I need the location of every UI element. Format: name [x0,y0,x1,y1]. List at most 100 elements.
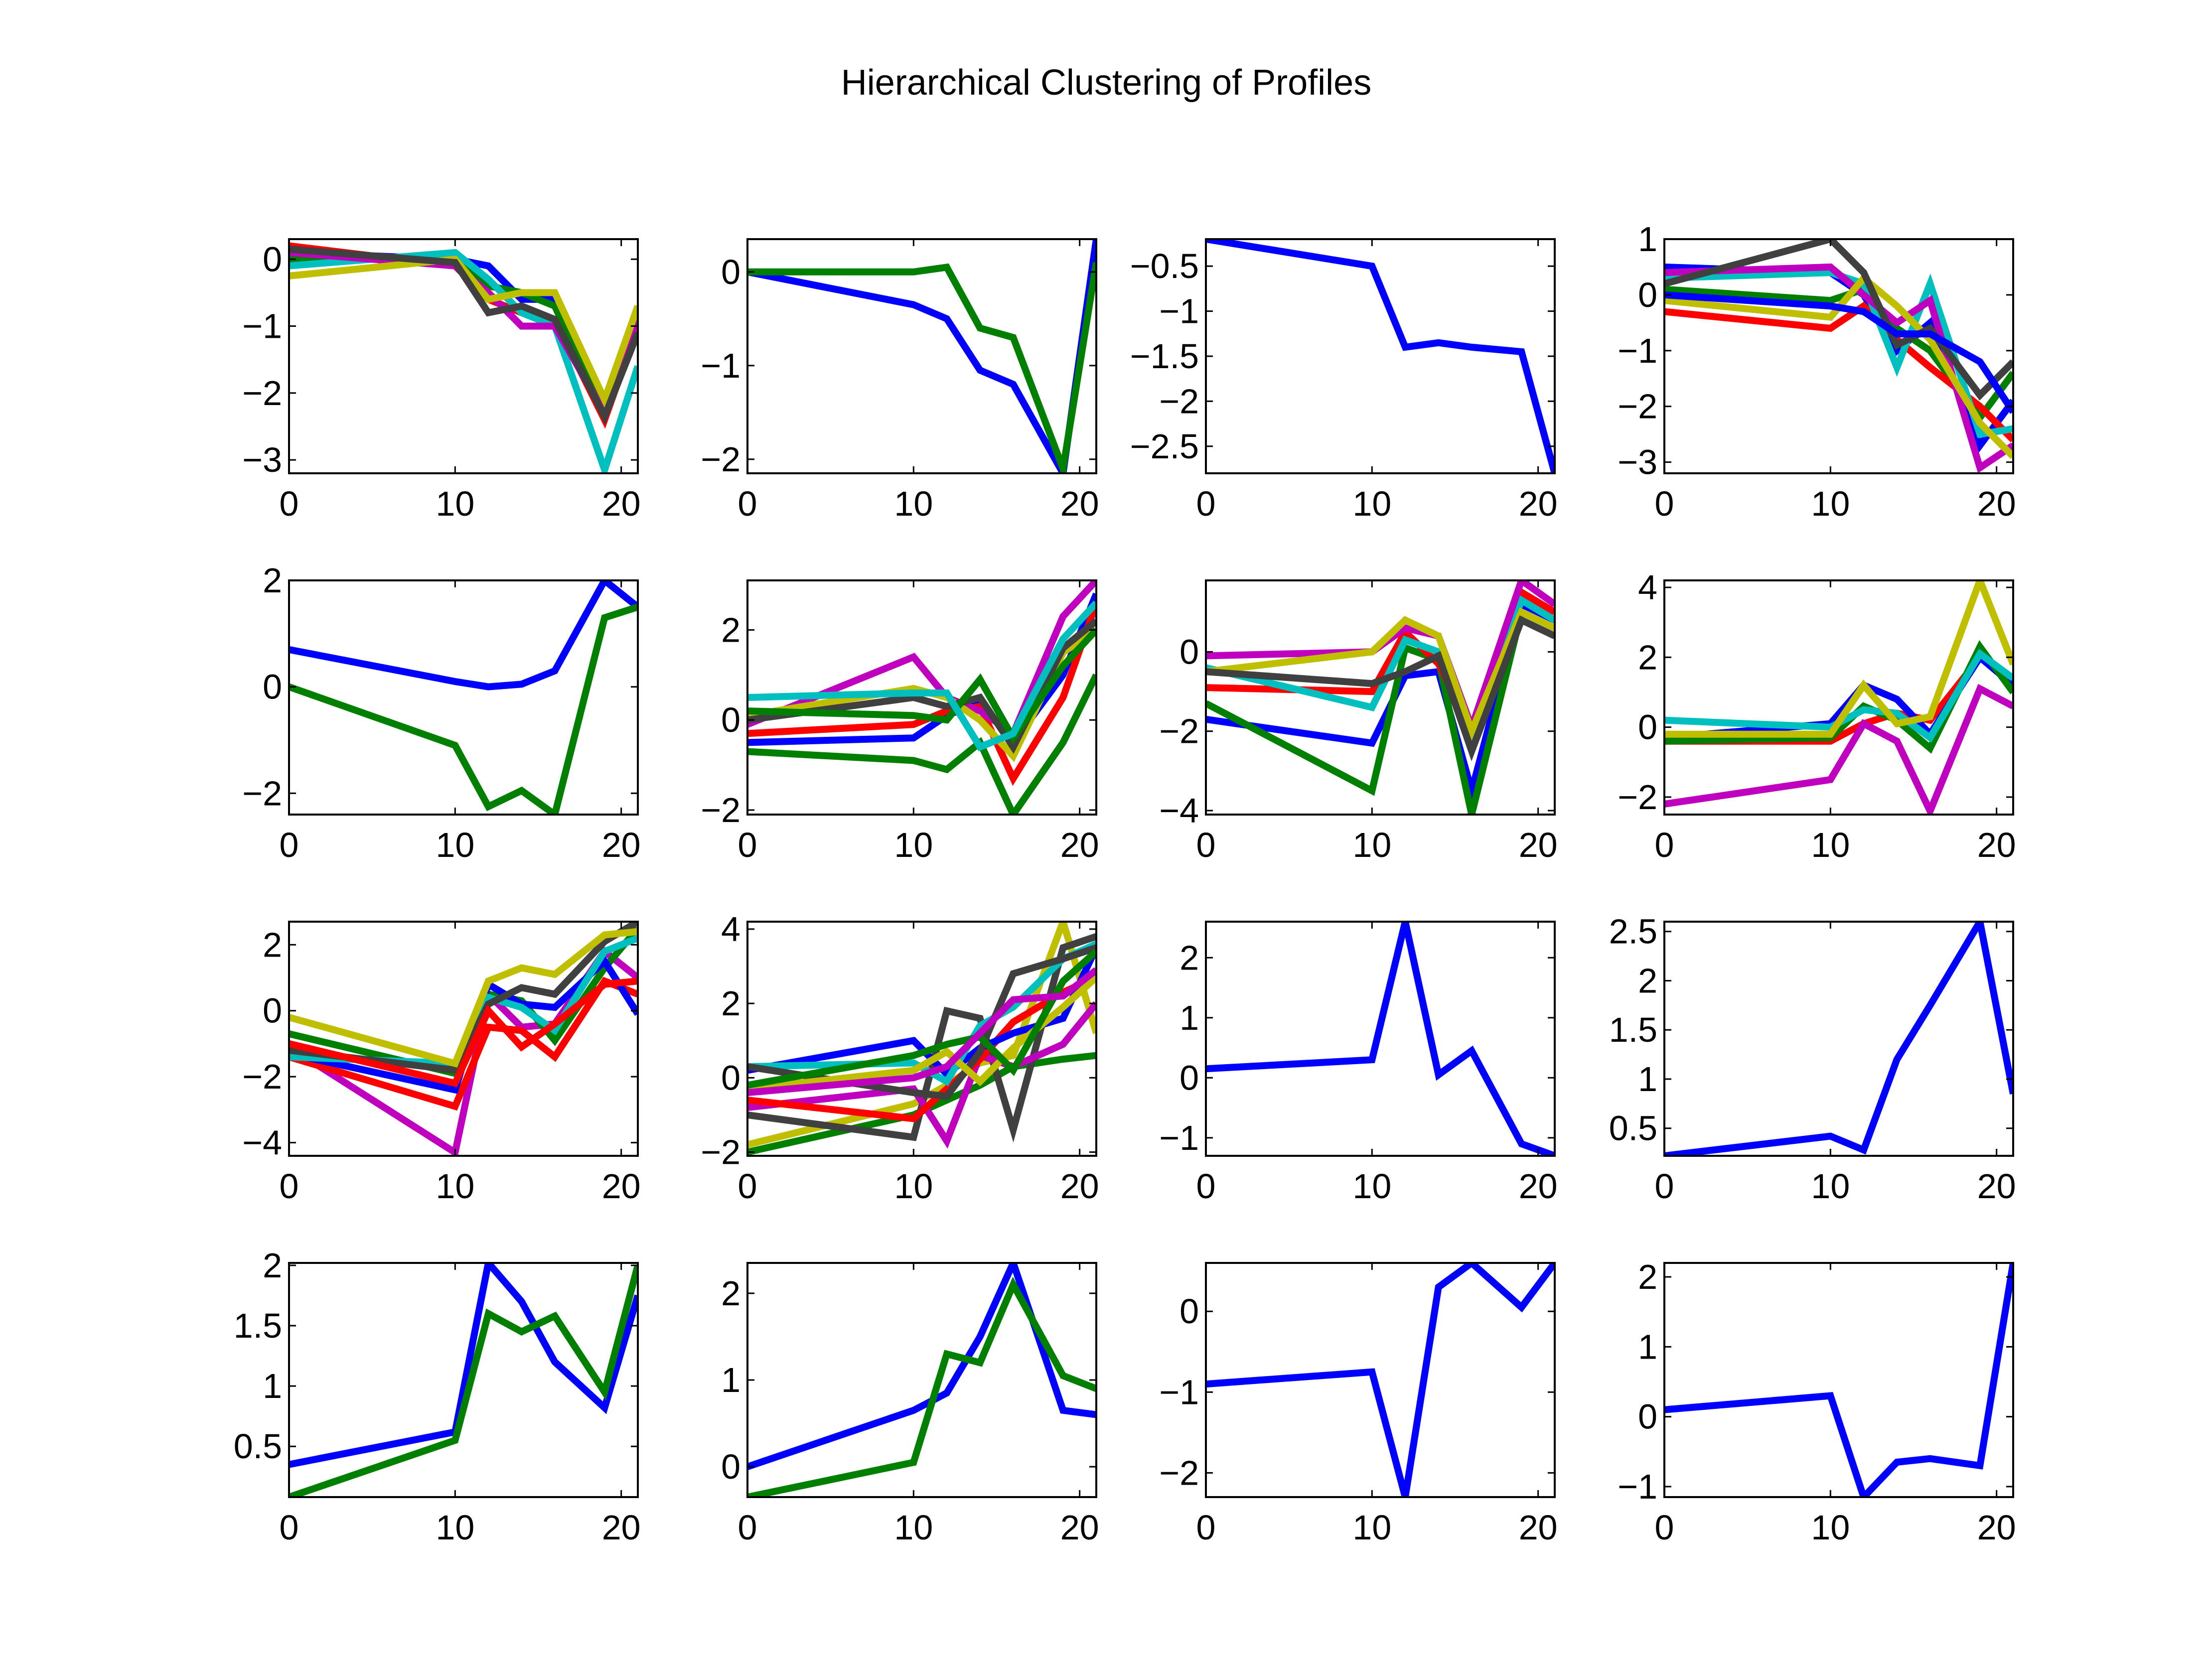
subplot-13: 0 10 20 0.5 1 1.5 2 [234,1246,641,1547]
series-line-2 [289,1264,638,1497]
series-line-3 [747,933,1096,1143]
y-tick-label: 2 [1638,961,1657,1000]
series-line-7 [289,246,638,425]
series-line-9 [747,974,1096,1093]
subplot-6: 0 10 20−202 [701,579,1099,864]
series-group [747,1263,1096,1497]
series-line-2 [747,1276,1096,1497]
y-tick-label: 4 [721,910,740,949]
series-line-4 [1206,595,1555,754]
x-tick-label: 20 [1519,484,1558,523]
y-tick-label: 2 [1638,638,1657,677]
series-line-1 [747,239,1096,473]
y-tick-label: −1 [1618,1467,1657,1506]
axes-box [288,238,639,474]
x-tick-label: 0 [1655,1167,1674,1206]
y-tick-label: −1 [1159,292,1199,331]
series-line-7 [1206,615,1555,761]
series-line-6 [747,618,1096,754]
series-line-11 [747,967,1096,1097]
series-group [1664,1263,2013,1497]
series-line-5 [1664,263,2013,473]
y-tick-label: −2 [701,1133,740,1172]
series-line-4 [1664,649,2013,743]
y-tick-label: 2 [263,1246,282,1285]
y-tick-label: 4 [1638,568,1657,607]
y-tick-label: −3 [1618,443,1657,482]
y-tick-label: 2 [1638,1257,1657,1296]
y-tick-label: 0 [1180,632,1199,671]
y-tick-label: 0 [1638,1397,1657,1436]
series-group [747,239,1096,473]
x-tick-label: 20 [1519,1167,1558,1206]
y-tick-label: −3 [242,440,282,479]
axes-box [1205,579,1556,816]
y-tick-label: −0.5 [1130,247,1199,285]
subplot-15: 0 10 20 −2 −1 0 [1159,1262,1558,1547]
y-tick-label: 1 [263,1367,282,1405]
x-tick-label: 0 [738,826,757,864]
x-tick-label: 20 [1977,826,2016,864]
y-tick-label: 1 [721,1361,740,1399]
subplot-3: 0 10 20 −2.5 −2 −1.5 −1 −0.5 [1130,238,1558,523]
series-group [747,580,1096,815]
x-tick-label: 0 [738,1508,757,1547]
y-tick-label: −2.5 [1130,427,1199,466]
x-tick-label: 20 [602,1167,641,1206]
y-tick-label: 1.5 [234,1306,282,1345]
x-tick-label: 10 [894,826,933,864]
y-tick-label: 1 [1638,220,1657,259]
y-tick-label: −4 [1159,791,1199,830]
y-tick-label: 1 [1638,1060,1657,1099]
series-line-1 [1206,239,1555,473]
y-tick-label: −2 [242,774,282,813]
subplot-grid: 0 10 20−3−2−100 10 20−2−100 10 20−2.5−2−1.5−1−… [234,220,2016,1547]
x-tick-label: 0 [280,1508,299,1547]
series-group [1664,580,2013,815]
y-tick-label: 2 [721,1274,740,1313]
y-tick-label: −2 [1159,382,1199,420]
y-tick-label: −2 [242,374,282,413]
y-tick-label: 0 [721,1447,740,1486]
x-tick-label: 20 [602,1508,641,1547]
y-tick-label: 1 [1638,1327,1657,1366]
y-tick-label: 2 [263,561,282,600]
series-line-6 [1664,273,2013,459]
series-line-2 [747,262,1096,473]
series-line-1 [747,1263,1096,1470]
x-tick-label: 20 [1977,1167,2016,1206]
series-line-4 [1664,269,2013,438]
x-tick-label: 20 [1977,1508,2016,1547]
y-tick-label: 1 [1180,998,1199,1037]
x-tick-label: 20 [1060,1167,1099,1206]
y-tick-label: −1 [1618,331,1657,370]
y-tick-label: 2 [721,984,740,1023]
y-tick-label: 0.5 [234,1427,282,1466]
y-tick-label: −1 [1159,1373,1199,1411]
y-tick-label: 0 [1180,1292,1199,1331]
y-tick-label: −2 [1618,778,1657,817]
y-tick-label: −2 [701,791,740,829]
series-line-4 [747,580,1096,739]
axes-box [746,921,1097,1157]
x-tick-label: 0 [1655,826,1674,864]
subplot-5: 0 10 20 −2 0 2 [242,561,640,864]
y-tick-label: 0 [263,991,282,1030]
x-tick-label: 10 [436,1167,474,1206]
series-line-4 [289,249,638,473]
x-tick-label: 0 [1196,1508,1216,1547]
x-tick-label: 10 [436,484,474,523]
axes-box [746,238,1097,474]
axes-box [1205,1262,1556,1498]
series-line-1 [1664,922,2013,1156]
y-tick-label: −2 [242,1057,282,1096]
y-tick-label: 0 [721,700,740,739]
axes-box [288,1262,639,1498]
y-tick-label: −4 [242,1123,282,1162]
y-tick-label: −2 [1159,712,1199,751]
axes-box [288,921,639,1157]
series-line-1 [1206,922,1555,1156]
series-line-1 [1664,1263,2013,1497]
